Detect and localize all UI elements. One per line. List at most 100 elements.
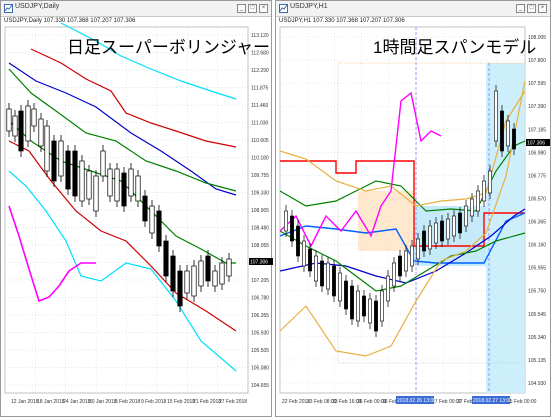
candlestick <box>326 262 330 290</box>
hourly-chart-window[interactable]: USDJPY,H1 _ □ × 108.005 107.800 107.595 107… <box>275 0 551 417</box>
time-axis-label: 30 Jan 2018 <box>89 399 117 405</box>
daily-chart-window[interactable]: USDJPY,Daily _ □ × 113.120 112.680 112.290… <box>0 0 273 418</box>
candlestick <box>410 245 414 267</box>
orange-band-lower <box>279 80 526 357</box>
price-axis-label: 113.120 <box>251 33 269 39</box>
candlestick <box>149 205 155 234</box>
time-axis-label: 9 Feb 2018 <box>141 399 167 405</box>
sigma3-upper-line <box>60 22 237 100</box>
price-axis-label: 106.570 <box>528 196 546 202</box>
daily-price-chart[interactable]: 113.120 112.680 112.290 111.875 111.460 111.0… <box>1 1 273 418</box>
candlestick <box>368 298 372 324</box>
sigma3-lower-line <box>8 170 237 372</box>
candlestick <box>219 262 225 285</box>
candlestick <box>362 295 366 317</box>
candlestick <box>452 215 456 237</box>
candlestick <box>128 168 134 197</box>
price-axis-label: 105.750 <box>528 289 546 295</box>
price-axis-label: 108.905 <box>251 208 269 214</box>
highlight-time-label: 2018.02.26 13:00 <box>397 398 436 404</box>
candlestick <box>350 285 354 320</box>
candlestick <box>470 198 474 217</box>
candlestick <box>458 212 462 234</box>
candlestick <box>79 160 85 202</box>
candlestick <box>488 170 492 194</box>
chart-window-icon <box>279 4 288 13</box>
lagging-span-line <box>279 91 442 248</box>
time-axis-label: 5 Feb 2018 <box>115 399 141 405</box>
orange-cloud-area <box>358 191 413 251</box>
candlestick <box>142 195 148 222</box>
candlestick <box>114 168 120 202</box>
candlestick <box>296 225 300 257</box>
lower-green-line <box>279 230 526 292</box>
close-icon[interactable]: × <box>538 4 547 13</box>
candlestick <box>302 240 306 267</box>
candlestick <box>500 110 504 152</box>
price-axis-label: 108.480 <box>251 226 269 232</box>
price-axis-label: 106.780 <box>251 296 269 302</box>
candlestick <box>332 265 336 297</box>
price-axis-label: 105.930 <box>251 331 269 337</box>
candlestick <box>440 220 444 242</box>
candlestick <box>404 250 408 272</box>
price-axis-label: 106.355 <box>251 313 269 319</box>
price-axis-label: 105.135 <box>528 358 546 364</box>
price-axis-label: 104.930 <box>528 381 546 387</box>
daily-symbol-info: USDJPY,Daily 107.330 107.368 107.207 107… <box>4 18 136 24</box>
candlestick <box>177 270 183 307</box>
price-axis-label: 111.875 <box>251 86 269 92</box>
candlestick <box>72 150 78 197</box>
minimize-icon[interactable]: _ <box>516 4 525 13</box>
candlestick <box>290 215 294 242</box>
candlestick <box>380 290 384 322</box>
price-axis-label: 106.980 <box>528 150 546 156</box>
red-span-line <box>280 160 525 247</box>
price-axis-label: 105.340 <box>528 335 546 341</box>
candlestick <box>51 140 57 182</box>
candlestick <box>38 118 44 147</box>
time-axis-label: 12 Jan 2018 <box>11 399 39 405</box>
candlestick <box>392 262 396 287</box>
candlestick <box>191 265 197 297</box>
candlestick <box>12 115 18 137</box>
price-axis-label: 108.055 <box>251 243 269 249</box>
price-axis-label: 106.775 <box>528 173 546 179</box>
time-axis-label: 23 Feb 16:00 <box>332 399 362 405</box>
close-icon[interactable]: × <box>259 4 268 13</box>
price-axis-label: 108.005 <box>528 35 546 41</box>
time-axis-label: 18 Jan 2018 <box>37 399 65 405</box>
hourly-symbol-info: USDJPY,H1 107.330 107.368 107.207 107.30… <box>279 18 405 24</box>
price-axis-label: 107.205 <box>251 278 269 284</box>
candlestick <box>398 255 402 277</box>
price-axis-label: 107.595 <box>528 81 546 87</box>
price-axis-label: 112.680 <box>251 51 269 57</box>
highlight-box-right <box>486 63 525 393</box>
candlestick <box>386 275 390 302</box>
hourly-window-titlebar[interactable]: USDJPY,H1 _ □ × <box>276 1 550 17</box>
candlestick <box>416 238 420 260</box>
candlestick <box>107 168 113 197</box>
candlestick <box>476 190 480 212</box>
candlestick <box>93 175 99 212</box>
minimize-icon[interactable]: _ <box>237 4 246 13</box>
maximize-icon[interactable]: □ <box>527 4 536 13</box>
candlestick <box>428 225 432 250</box>
candlestick <box>506 120 510 147</box>
candlestick <box>18 110 24 152</box>
current-price-label: 107.306 <box>250 260 268 266</box>
price-axis-label: 109.755 <box>251 173 269 179</box>
candlestick <box>135 175 141 202</box>
time-axis-label: 26 Feb 00:00 <box>357 399 387 405</box>
candlestick <box>184 270 190 294</box>
hourly-price-chart[interactable]: 108.005 107.800 107.595 107.390 107.185 106.9… <box>276 1 551 418</box>
price-axis-label: 104.655 <box>251 383 269 389</box>
time-axis-label: 28 Feb 00:00 <box>507 399 537 405</box>
candlestick <box>156 210 162 247</box>
price-axis-label: 107.390 <box>528 104 546 110</box>
maximize-icon[interactable]: □ <box>248 4 257 13</box>
daily-window-titlebar[interactable]: USDJPY,Daily _ □ × <box>1 1 271 17</box>
price-axis-label: 106.160 <box>528 243 546 249</box>
candlestick <box>422 230 426 252</box>
candlestick <box>6 108 12 132</box>
